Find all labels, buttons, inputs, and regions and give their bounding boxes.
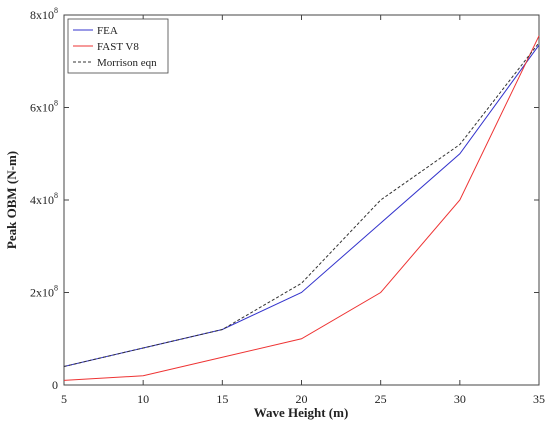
x-tick-label: 10 (137, 392, 149, 406)
legend-label: FAST V8 (97, 41, 139, 53)
series-line-fast-v8 (63, 35, 540, 381)
y-tick-label: 2x108 (30, 284, 58, 300)
legend: FEA FAST V8 Morrison eqn (67, 18, 169, 74)
y-tick-label: 6x108 (30, 99, 58, 115)
y-tick-label: 8x108 (30, 6, 58, 22)
legend-label: Morrison eqn (97, 57, 157, 69)
x-tick-label: 35 (533, 392, 545, 406)
y-axis-title: Peak OBM (N-m) (4, 151, 19, 249)
x-tick-label: 30 (454, 392, 466, 406)
x-tick-label: 25 (375, 392, 387, 406)
x-tick-label: 20 (296, 392, 308, 406)
legend-label: FEA (97, 25, 118, 37)
series-line-morrison-eqn (63, 42, 540, 367)
x-axis-title: Wave Height (m) (254, 405, 349, 420)
y-tick-label: 0 (52, 378, 58, 392)
x-tick-label: 15 (216, 392, 228, 406)
y-tick-label: 4x108 (30, 191, 58, 207)
x-tick-label: 5 (61, 392, 67, 406)
